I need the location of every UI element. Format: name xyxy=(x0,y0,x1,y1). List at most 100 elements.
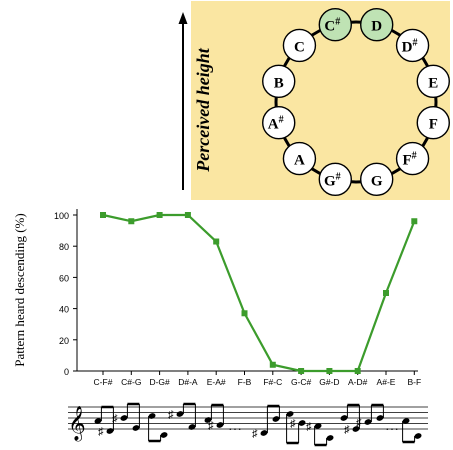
pitch-node-circle xyxy=(395,28,430,63)
pitch-class-nodes: C# DD#EFF#GG#AA#BC xyxy=(262,8,450,196)
note-letter: B xyxy=(274,75,284,91)
pitch-node-label: F# xyxy=(402,151,416,169)
x-tick-label: E-A# xyxy=(207,377,226,387)
note-head xyxy=(160,432,168,438)
treble-clef-icon: 𝄞 xyxy=(68,406,86,442)
pitch-node-circle xyxy=(262,106,296,140)
sharp-sign: # xyxy=(412,37,417,48)
pitch-node: C xyxy=(282,28,317,63)
note-head xyxy=(94,418,102,424)
x-tick-label: G#-D xyxy=(319,377,339,387)
beam-group xyxy=(370,403,384,422)
beam-group xyxy=(402,421,416,444)
note: ♯ xyxy=(208,420,224,432)
data-point xyxy=(383,290,389,296)
note: ♯ xyxy=(168,409,184,421)
note-head xyxy=(326,435,334,441)
note-head xyxy=(120,415,128,421)
note-head xyxy=(188,424,196,430)
note-head xyxy=(314,423,322,429)
note: ♯ xyxy=(306,421,322,433)
y-tick-label: 0 xyxy=(64,367,69,377)
pitch-node-circle xyxy=(395,141,430,176)
pitch-node: F# xyxy=(395,141,430,176)
note-head xyxy=(402,418,410,424)
data-point xyxy=(354,368,361,374)
note xyxy=(272,416,280,422)
note xyxy=(204,417,212,423)
x-tick-label: A-D# xyxy=(348,377,368,387)
note-head xyxy=(376,415,384,421)
note-head xyxy=(260,430,268,436)
clock-ring xyxy=(274,20,438,184)
pitch-node-circle xyxy=(318,8,352,42)
beam-group xyxy=(266,404,280,433)
pitch-node-circle xyxy=(318,162,352,196)
x-tick-label: C-F# xyxy=(94,377,113,387)
note-letter: F xyxy=(429,117,438,133)
y-axis-ticks: 0 20 40 60 80 100 xyxy=(54,211,77,377)
note-letter: D xyxy=(402,39,413,55)
note xyxy=(132,425,140,431)
data-point xyxy=(411,218,418,225)
pitch-node: D xyxy=(360,8,394,42)
sharp-sign: # xyxy=(279,115,284,126)
sharp-sign: # xyxy=(336,171,341,182)
pitch-node: A# xyxy=(262,106,296,140)
data-point xyxy=(156,212,163,218)
sharp-sign: # xyxy=(412,151,417,162)
note-head xyxy=(364,419,372,425)
note xyxy=(160,432,168,438)
pitch-node-label: A# xyxy=(268,115,284,133)
pitch-node-label: G# xyxy=(324,171,341,189)
pitch-node-label: E xyxy=(428,75,438,91)
beam-group xyxy=(286,414,300,445)
pitch-node: D# xyxy=(395,28,430,63)
note-head xyxy=(148,413,156,419)
pitch-node-circle xyxy=(360,8,394,42)
pitch-node-label: B xyxy=(274,75,284,91)
pitch-node-label: F xyxy=(429,117,438,133)
data-point xyxy=(213,238,220,245)
data-point xyxy=(184,212,191,218)
note xyxy=(414,433,422,439)
beam-group xyxy=(126,402,140,428)
note-head xyxy=(272,416,280,422)
note: ♯ xyxy=(252,428,268,440)
x-tick-label: F#-C xyxy=(263,377,282,387)
x-tick-label: D-G# xyxy=(149,377,170,387)
x-tick-label: F-B xyxy=(238,377,252,387)
note xyxy=(326,435,334,441)
x-tick-label: B-F xyxy=(407,377,421,387)
x-axis-ticks: C-F# C#-G D-G# D#-A E-A# F-B F#-C G-C# G#-D A-D# A… xyxy=(94,371,421,387)
note-head xyxy=(132,425,140,431)
perceived-height-label: Perceived height xyxy=(193,47,213,172)
y-tick-label: 100 xyxy=(54,211,69,221)
note-head xyxy=(352,426,360,432)
note-letter: C xyxy=(324,19,335,35)
note: ♯ xyxy=(344,424,360,436)
note-letter: G xyxy=(371,173,383,189)
sharp-accidental: ♯ xyxy=(356,417,362,429)
ellipsis: … xyxy=(228,419,242,434)
x-tick-label: C#-G xyxy=(121,377,141,387)
ellipsis: … xyxy=(385,419,399,434)
note: ♯ xyxy=(98,426,114,438)
pitch-node-label: C# xyxy=(324,17,340,35)
y-axis-label: Pattern heard descending (%) xyxy=(12,213,27,366)
pitch-node-label: D# xyxy=(402,37,418,55)
note xyxy=(402,418,410,424)
note-letter: F xyxy=(402,153,411,169)
data-point xyxy=(128,218,135,225)
pitch-node-label: A xyxy=(294,153,305,169)
y-tick-label: 80 xyxy=(59,242,69,252)
sharp-accidental: ♯ xyxy=(208,420,214,432)
note-letter: A xyxy=(268,117,279,133)
series-points xyxy=(100,212,418,374)
pitch-node-label: D xyxy=(371,19,382,35)
beam-group xyxy=(148,416,162,443)
note: ♯ xyxy=(290,418,306,430)
data-point xyxy=(241,310,248,317)
pitch-class-clock: Perceived height C# DD#EFF#GG#AA#BC xyxy=(178,1,450,200)
